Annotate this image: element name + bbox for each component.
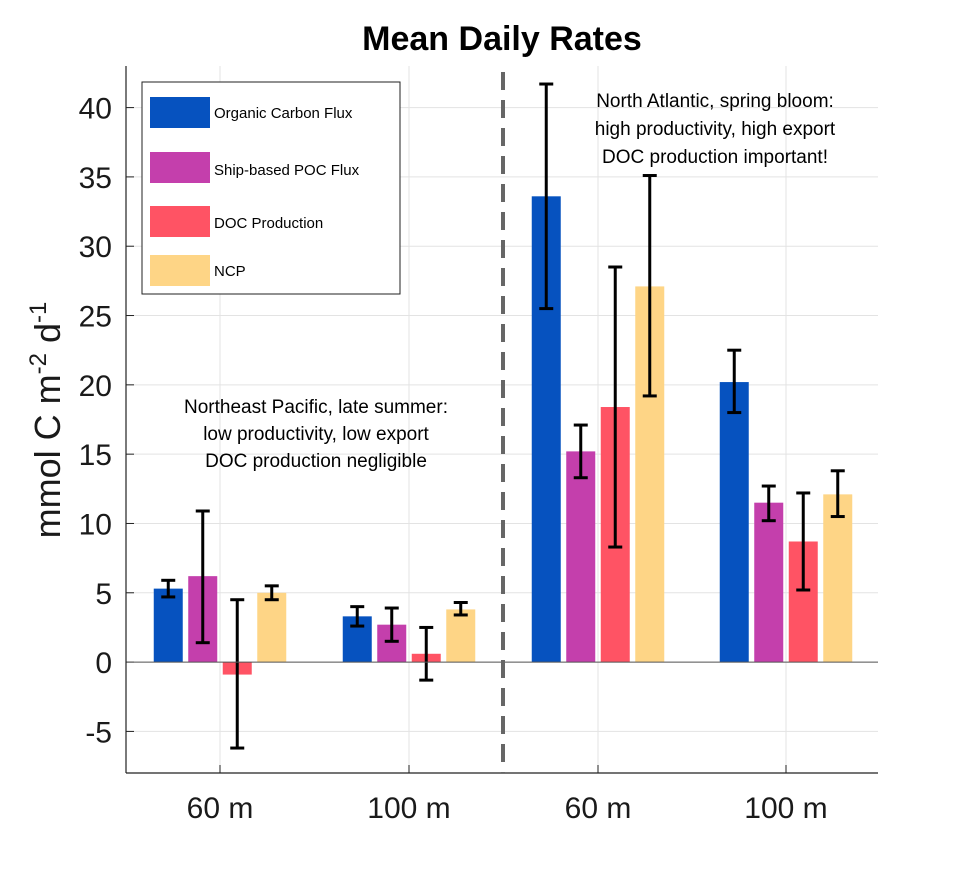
legend-label: DOC Production [214,215,323,232]
bar-ncp [257,592,287,663]
legend-swatch-organic-carbon-flux [150,97,210,128]
annotation-line: DOC production important! [602,147,828,168]
y-tick-label: 40 [79,93,112,126]
y-tick-label: 35 [79,162,112,195]
x-tick-label: 100 m [744,792,827,825]
y-tick-label: 15 [79,439,112,472]
annotation-line: North Atlantic, spring bloom: [596,91,834,112]
bar-ship-based-poc-flux [754,502,784,663]
annotation-northeast-pacific: Northeast Pacific, late summer: low prod… [184,397,448,472]
legend-swatch-ship-based-poc-flux [150,152,210,183]
bar-organic-carbon-flux [719,382,749,663]
y-tick-label: 25 [79,301,112,334]
y-tick-label: 5 [95,578,112,611]
annotation-line: high productivity, high export [595,119,836,140]
annotation-line: DOC production negligible [205,451,427,472]
annotation-line: low productivity, low export [203,424,429,445]
legend-label: Ship-based POC Flux [214,162,360,179]
x-tick-label: 100 m [367,792,450,825]
chart-title: Mean Daily Rates [362,20,642,58]
bar-ncp [446,609,476,663]
bar-ship-based-poc-flux [566,451,596,663]
legend-label: NCP [214,263,246,280]
y-tick-label: 10 [79,508,112,541]
annotation-north-atlantic: North Atlantic, spring bloom: high produ… [595,91,836,168]
y-tick-label: 20 [79,370,112,403]
y-axis-label: mmol C m-2 d-1 [25,302,68,539]
y-tick-label: -5 [85,716,112,749]
legend-swatch-doc-production [150,206,210,237]
legend-label: Organic Carbon Flux [214,105,353,122]
x-tick-label: 60 m [565,792,632,825]
y-tick-label: 0 [95,647,112,680]
legend-swatch-ncp [150,255,210,286]
bars [153,82,853,750]
bar-organic-carbon-flux [153,588,183,663]
legend: Organic Carbon Flux Ship-based POC Flux … [141,81,401,295]
axes: -5 0 5 10 15 20 25 30 35 40 60 m 100 m 60 m 100 m [79,66,878,825]
annotation-line: Northeast Pacific, late summer: [184,397,448,418]
x-tick-label: 60 m [187,792,254,825]
bar-ncp [823,494,853,663]
y-tick-label: 30 [79,231,112,264]
